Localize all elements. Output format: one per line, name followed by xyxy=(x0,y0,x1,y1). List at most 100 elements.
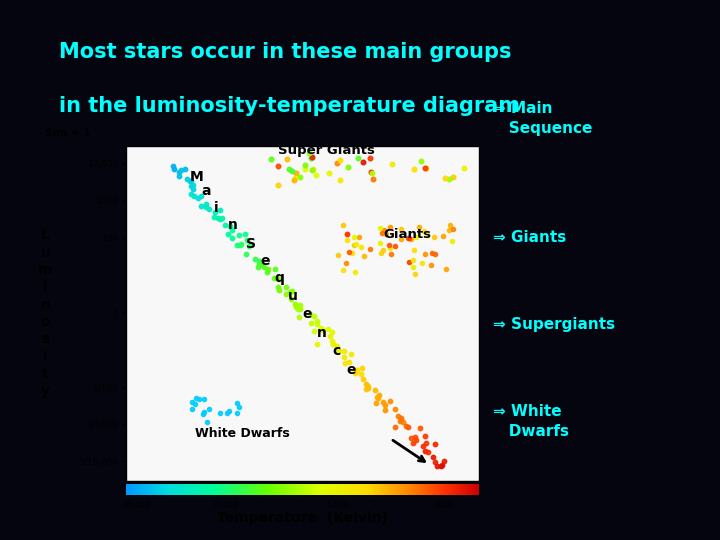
Point xyxy=(294,305,306,313)
Point xyxy=(305,319,316,327)
Bar xyxy=(148,484,150,495)
Point xyxy=(249,254,261,263)
Bar xyxy=(320,484,321,495)
Text: n: n xyxy=(228,218,238,232)
Bar xyxy=(233,484,234,495)
Bar xyxy=(217,484,219,495)
Bar xyxy=(288,484,289,495)
Point xyxy=(384,397,396,406)
Bar xyxy=(173,484,174,495)
Point xyxy=(346,248,358,257)
Point xyxy=(420,164,432,172)
Bar xyxy=(343,484,345,495)
Bar xyxy=(440,484,441,495)
Bar xyxy=(130,484,131,495)
Point xyxy=(241,236,253,245)
Bar xyxy=(442,484,444,495)
Bar xyxy=(427,484,428,495)
Bar xyxy=(446,484,447,495)
Point xyxy=(436,460,448,469)
Point xyxy=(385,250,397,259)
Bar xyxy=(416,484,418,495)
Bar xyxy=(243,484,245,495)
Text: ⇒ Supergiants: ⇒ Supergiants xyxy=(493,316,616,332)
Point xyxy=(261,268,273,276)
Point xyxy=(413,222,424,231)
Point xyxy=(426,261,437,269)
Bar xyxy=(152,484,153,495)
Bar xyxy=(393,484,394,495)
Point xyxy=(365,245,377,253)
Bar xyxy=(211,484,212,495)
Point xyxy=(371,399,382,407)
Point xyxy=(282,154,293,163)
Point xyxy=(196,201,207,210)
Bar xyxy=(302,484,304,495)
Bar xyxy=(230,484,232,495)
Point xyxy=(290,303,302,312)
Point xyxy=(341,229,353,238)
Point xyxy=(459,163,470,172)
Bar xyxy=(391,484,392,495)
Point xyxy=(235,240,247,248)
Bar xyxy=(359,484,360,495)
Bar xyxy=(403,484,405,495)
Point xyxy=(410,270,421,279)
Bar xyxy=(349,484,351,495)
Point xyxy=(352,154,364,163)
Bar xyxy=(147,484,148,495)
Bar xyxy=(407,484,408,495)
Point xyxy=(351,366,363,374)
Point xyxy=(291,169,302,178)
Bar xyxy=(421,484,423,495)
Point xyxy=(436,461,447,470)
Bar xyxy=(356,484,358,495)
Point xyxy=(327,340,338,348)
Bar xyxy=(251,484,252,495)
Bar xyxy=(423,484,425,495)
Point xyxy=(408,263,419,272)
Bar xyxy=(402,484,403,495)
Point xyxy=(445,220,456,229)
Point xyxy=(258,262,269,271)
Bar xyxy=(176,484,178,495)
Point xyxy=(362,381,374,390)
Point xyxy=(215,215,226,224)
Point xyxy=(390,422,401,431)
Bar xyxy=(369,484,371,495)
Bar xyxy=(330,484,332,495)
Point xyxy=(348,240,360,249)
Point xyxy=(338,353,350,362)
Bar xyxy=(306,484,307,495)
Bar xyxy=(412,484,413,495)
Bar xyxy=(168,484,169,495)
Bar xyxy=(319,484,320,495)
Point xyxy=(404,258,415,267)
Bar xyxy=(181,484,182,495)
Bar xyxy=(432,484,433,495)
Point xyxy=(345,349,356,358)
Point xyxy=(309,312,320,320)
Bar xyxy=(204,484,206,495)
Bar xyxy=(312,484,313,495)
Point xyxy=(231,399,243,408)
Point xyxy=(397,417,409,426)
Text: q: q xyxy=(274,271,284,285)
Point xyxy=(168,161,179,170)
Bar xyxy=(408,484,410,495)
Bar xyxy=(172,484,173,495)
Point xyxy=(199,408,210,416)
Text: Giants: Giants xyxy=(384,228,431,241)
Bar xyxy=(249,484,251,495)
Bar xyxy=(388,484,390,495)
Text: e: e xyxy=(346,363,356,377)
Point xyxy=(372,394,384,402)
Bar xyxy=(341,484,343,495)
Point xyxy=(408,246,420,254)
Point xyxy=(305,154,317,163)
Point xyxy=(403,233,415,242)
Point xyxy=(307,165,319,173)
Point xyxy=(387,159,398,168)
Point xyxy=(379,225,390,234)
Bar xyxy=(246,484,247,495)
